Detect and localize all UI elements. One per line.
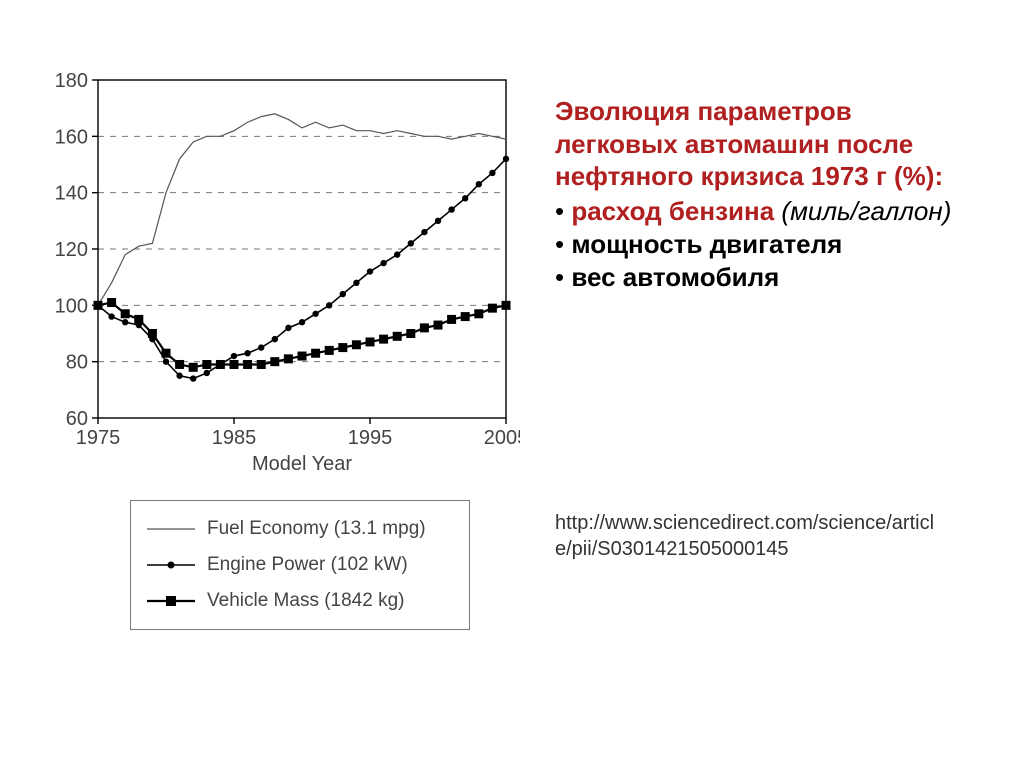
svg-text:180: 180 [55,70,88,92]
svg-text:2005: 2005 [484,427,520,449]
legend-swatch-circle [145,553,197,577]
chart-container: 60801001201401601801975198519952005Model… [40,70,520,480]
side-text: Эволюция параметров легковых автомашин п… [555,95,975,294]
svg-text:1985: 1985 [212,427,257,449]
source-url: http://www.sciencedirect.com/science/art… [555,510,935,562]
legend-box: Fuel Economy (13.1 mpg) Engine Power (10… [130,500,470,630]
bullet-label: вес автомобиля [571,262,779,292]
svg-text:140: 140 [55,183,88,205]
bullet-item: мощность двигателя [555,228,975,261]
bullet-italic: (миль/галлон) [781,196,951,226]
legend-label: Engine Power (102 kW) [207,554,408,576]
legend-label: Vehicle Mass (1842 kg) [207,590,405,612]
svg-text:1975: 1975 [76,427,121,449]
chart-svg: 60801001201401601801975198519952005Model… [40,70,520,480]
page: 60801001201401601801975198519952005Model… [0,0,1024,767]
svg-text:160: 160 [55,126,88,148]
legend-item: Vehicle Mass (1842 kg) [145,583,455,619]
legend-item: Fuel Economy (13.1 mpg) [145,511,455,547]
bullet-list: расход бензина (миль/галлон) мощность дв… [555,195,975,295]
svg-text:100: 100 [55,295,88,317]
legend-swatch-line [145,517,197,541]
svg-text:80: 80 [66,352,88,374]
svg-text:Model Year: Model Year [252,453,352,475]
legend-label: Fuel Economy (13.1 mpg) [207,518,426,540]
bullet-label: расход бензина [571,196,774,226]
legend-item: Engine Power (102 kW) [145,547,455,583]
legend-swatch-square [145,589,197,613]
bullet-item: вес автомобиля [555,261,975,294]
svg-text:120: 120 [55,239,88,261]
svg-text:1995: 1995 [348,427,393,449]
bullet-label: мощность двигателя [571,229,842,259]
bullet-item: расход бензина (миль/галлон) [555,195,975,228]
side-heading: Эволюция параметров легковых автомашин п… [555,95,975,193]
